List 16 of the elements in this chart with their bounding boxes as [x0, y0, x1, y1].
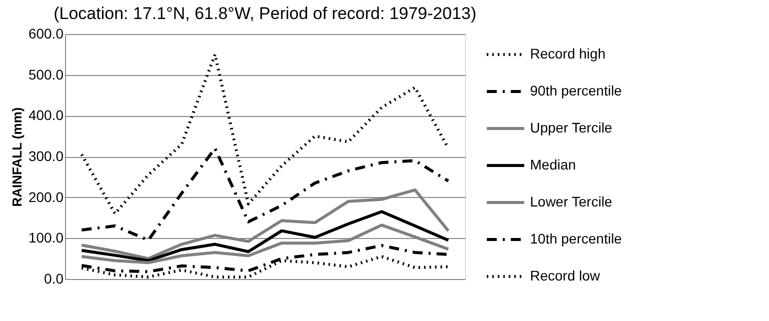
legend-label: 90th percentile [530, 82, 622, 98]
y-tick-label: 0.0 [44, 270, 64, 286]
legend-label: Upper Tercile [530, 120, 612, 136]
legend-label: Record low [530, 268, 601, 284]
legend-label: Record high [530, 46, 606, 62]
chart-title: (Location: 17.1°N, 61.8°W, Period of record: 1979-2013) [54, 4, 476, 23]
legend-label: Median [530, 156, 576, 172]
legend-label: Lower Tercile [530, 194, 612, 210]
y-tick-label: 300.0 [28, 148, 64, 164]
y-tick-label: 100.0 [28, 230, 64, 246]
y-axis-title: RAINFALL (mm) [9, 107, 24, 207]
y-tick-label: 200.0 [28, 188, 64, 205]
legend-label: 10th percentile [530, 230, 622, 246]
y-tick-label: 600.0 [28, 26, 64, 42]
y-tick-label: 400.0 [28, 107, 64, 124]
y-tick-label: 500.0 [28, 66, 64, 82]
